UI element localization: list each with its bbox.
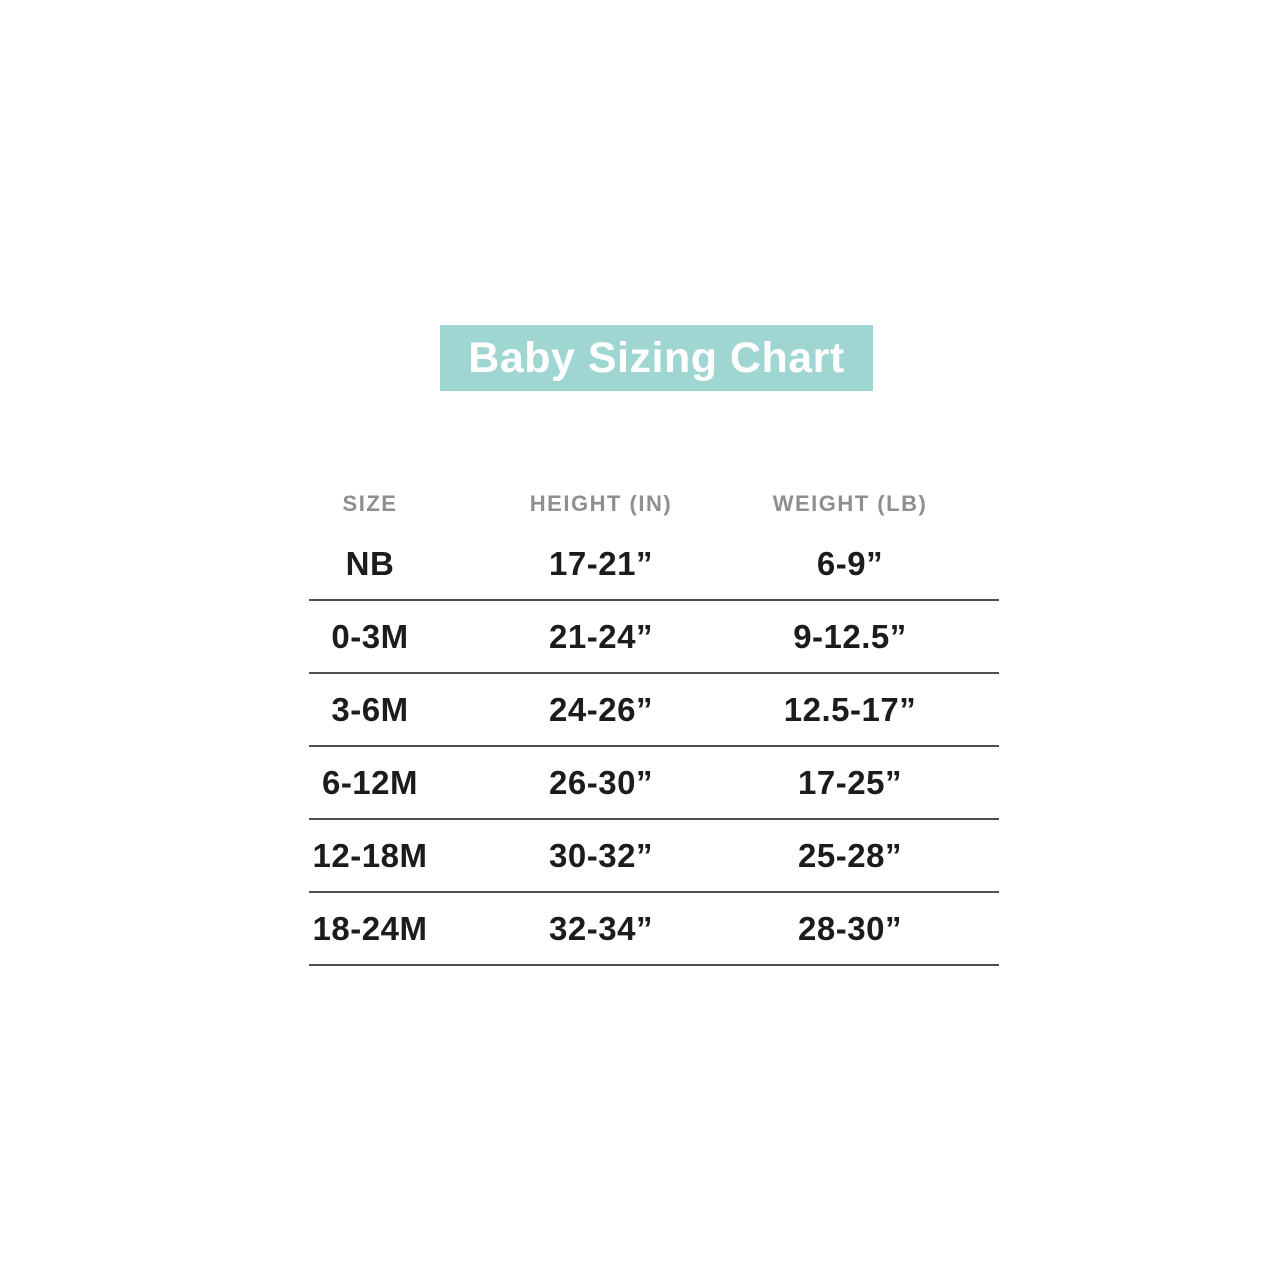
cell-height: 32-34” <box>549 909 653 947</box>
cell-weight: 17-25” <box>798 763 902 801</box>
cell-size: 18-24M <box>312 909 428 947</box>
column-header-weight: WEIGHT (LB) <box>772 491 928 516</box>
cell-size: 12-18M <box>312 836 428 874</box>
cell-height: 21-24” <box>549 617 653 655</box>
cell-height: 24-26” <box>549 690 653 728</box>
cell-height: 17-21” <box>549 544 653 582</box>
cell-weight: 6-9” <box>816 544 884 582</box>
title-banner: Baby Sizing Chart <box>440 325 873 391</box>
cell-weight: 12.5-17” <box>783 690 917 728</box>
column-header-height: HEIGHT (IN) <box>529 491 673 516</box>
cell-weight: 25-28” <box>798 836 902 874</box>
table-row: 6-12M 26-30” 17-25” <box>309 747 999 820</box>
table-header-row: SIZE HEIGHT (IN) WEIGHT (LB) <box>309 480 999 528</box>
table-row: 18-24M 32-34” 28-30” <box>309 893 999 966</box>
page-title: Baby Sizing Chart <box>468 333 845 382</box>
cell-weight: 9-12.5” <box>793 617 907 655</box>
table-body: NB 17-21” 6-9” 0-3M 21-24” 9-12.5” 3-6M … <box>309 528 999 966</box>
table-row: 12-18M 30-32” 25-28” <box>309 820 999 893</box>
cell-size: NB <box>345 544 395 582</box>
table-row: NB 17-21” 6-9” <box>309 528 999 601</box>
cell-weight: 28-30” <box>798 909 902 947</box>
cell-size: 0-3M <box>331 617 409 655</box>
column-header-size: SIZE <box>342 491 398 516</box>
cell-size: 6-12M <box>321 763 419 801</box>
table-row: 3-6M 24-26” 12.5-17” <box>309 674 999 747</box>
cell-height: 30-32” <box>549 836 653 874</box>
cell-size: 3-6M <box>331 690 409 728</box>
cell-height: 26-30” <box>549 763 653 801</box>
table-row: 0-3M 21-24” 9-12.5” <box>309 601 999 674</box>
baby-sizing-table: SIZE HEIGHT (IN) WEIGHT (LB) NB 17-21” 6… <box>309 480 999 966</box>
